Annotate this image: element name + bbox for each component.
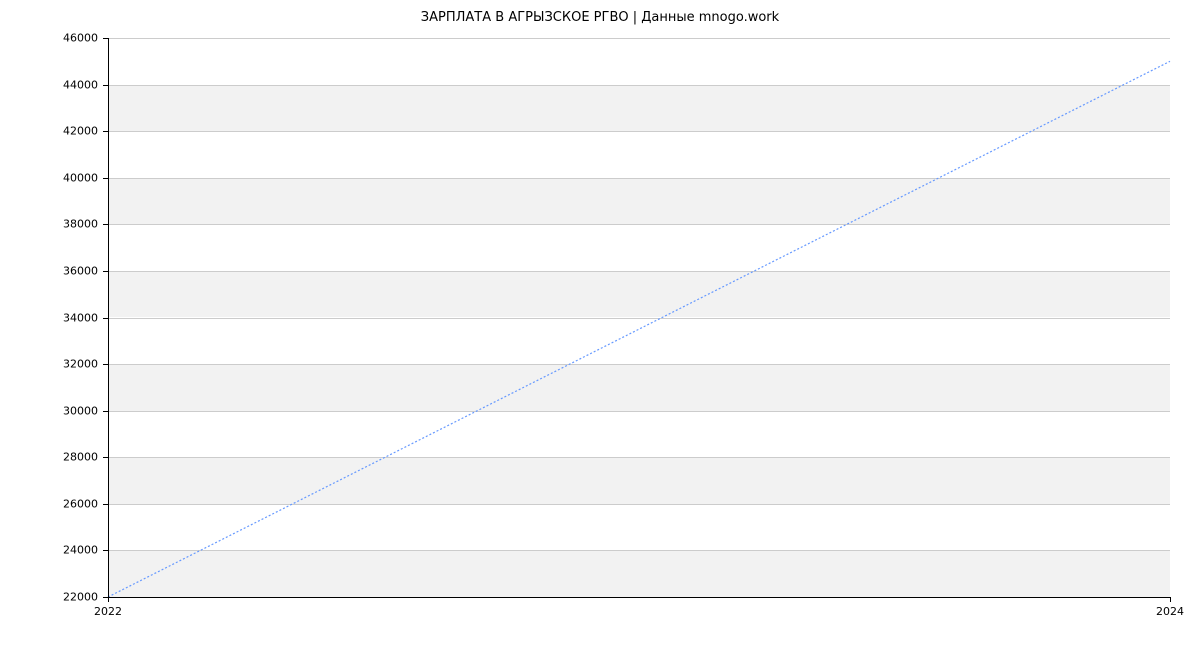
y-tick-mark — [103, 178, 108, 179]
y-tick-mark — [103, 411, 108, 412]
x-tick-mark — [108, 597, 109, 602]
x-axis-line — [108, 597, 1170, 598]
salary-line — [108, 61, 1170, 597]
y-tick-label: 28000 — [0, 451, 98, 464]
y-axis-line — [108, 38, 109, 597]
x-tick-label: 2024 — [1156, 605, 1184, 618]
y-tick-mark — [103, 38, 108, 39]
x-tick-mark — [1170, 597, 1171, 602]
y-tick-mark — [103, 457, 108, 458]
y-tick-label: 22000 — [0, 591, 98, 604]
y-tick-mark — [103, 85, 108, 86]
y-tick-mark — [103, 131, 108, 132]
y-tick-label: 26000 — [0, 497, 98, 510]
y-tick-label: 32000 — [0, 358, 98, 371]
y-tick-mark — [103, 271, 108, 272]
y-tick-mark — [103, 504, 108, 505]
line-series — [108, 38, 1170, 597]
chart-container: ЗАРПЛАТА В АГРЫЗСКОЕ РГВО | Данные mnogo… — [0, 0, 1200, 650]
y-tick-mark — [103, 224, 108, 225]
y-tick-label: 44000 — [0, 78, 98, 91]
y-tick-label: 42000 — [0, 125, 98, 138]
chart-title: ЗАРПЛАТА В АГРЫЗСКОЕ РГВО | Данные mnogo… — [0, 10, 1200, 25]
x-tick-label: 2022 — [94, 605, 122, 618]
plot-area — [108, 38, 1170, 597]
y-tick-mark — [103, 364, 108, 365]
y-tick-mark — [103, 550, 108, 551]
y-tick-label: 34000 — [0, 311, 98, 324]
y-tick-label: 40000 — [0, 171, 98, 184]
y-tick-mark — [103, 318, 108, 319]
y-tick-label: 46000 — [0, 32, 98, 45]
y-tick-label: 30000 — [0, 404, 98, 417]
y-tick-label: 38000 — [0, 218, 98, 231]
y-tick-label: 36000 — [0, 264, 98, 277]
y-tick-label: 24000 — [0, 544, 98, 557]
